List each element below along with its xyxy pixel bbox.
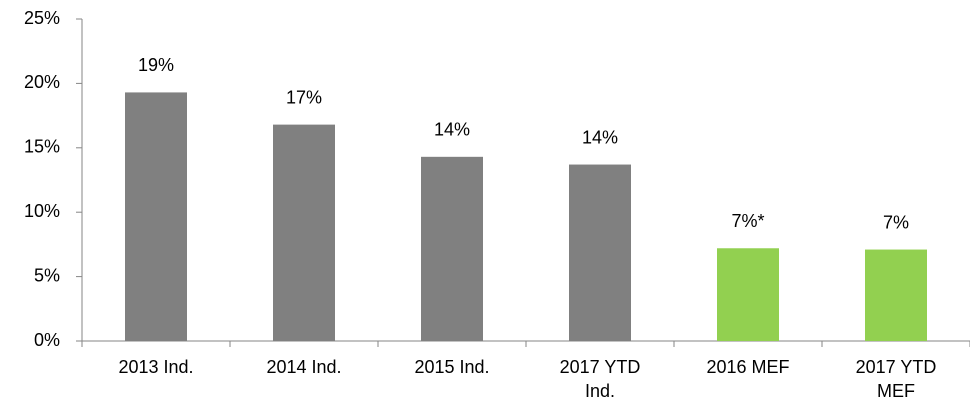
bar [569,164,631,341]
x-tick-label: 2014 Ind. [266,357,342,377]
data-label: 7% [883,212,909,232]
data-label: 17% [286,87,322,107]
x-tick-label: 2016 MEF [706,357,790,377]
y-tick-label: 5% [34,265,60,285]
data-label: 7%* [731,211,764,231]
y-tick-label: 10% [24,201,60,221]
y-tick-label: 25% [24,8,60,28]
bar [273,124,335,341]
y-tick-label: 20% [24,72,60,92]
data-label: 14% [582,127,618,147]
y-tick-label: 15% [24,137,60,157]
x-tick-label: 2017 YTD MEF [855,357,937,401]
bar [717,248,779,341]
x-tick-label: 2017 YTD Ind. [559,357,641,401]
bar [125,92,187,341]
x-tick-label: 2015 Ind. [414,357,490,377]
bar [421,156,483,341]
data-label: 19% [138,55,174,75]
bar [865,249,927,341]
x-tick-label: 2013 Ind. [118,357,194,377]
data-label: 14% [434,120,470,140]
y-tick-label: 0% [34,330,60,350]
